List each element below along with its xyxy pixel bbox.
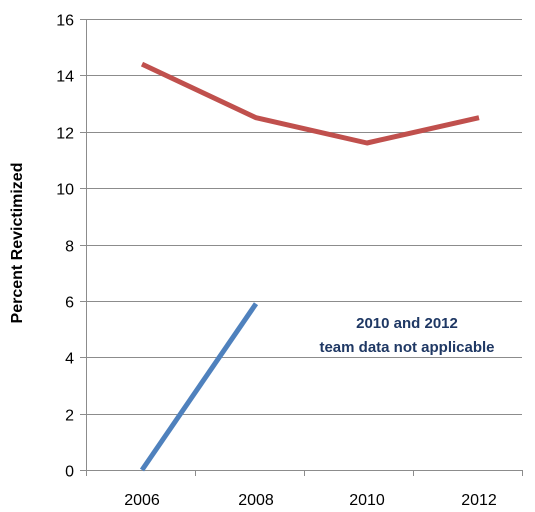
- y-tick-label: 8: [65, 239, 74, 256]
- y-tick-label: 4: [65, 351, 74, 368]
- x-tick-label: 2010: [349, 492, 385, 509]
- y-tick-labels: 0 2 4 6 8 10 12 14 16: [56, 13, 74, 481]
- y-tick-label: 0: [65, 464, 74, 481]
- annotations: 2010 and 2012 team data not applicable: [319, 315, 494, 356]
- gridlines: [86, 19, 522, 415]
- y-tick-label: 6: [65, 295, 74, 312]
- annotation-line-1: 2010 and 2012: [356, 315, 458, 332]
- y-tick-label: 14: [56, 69, 74, 86]
- series-line-1: [140, 61, 480, 146]
- axes: [80, 19, 523, 476]
- y-tick-label: 16: [56, 13, 74, 30]
- y-tick-label: 12: [56, 126, 74, 143]
- x-tick-label: 2012: [461, 492, 497, 509]
- y-tick-label: 2: [65, 408, 74, 425]
- x-tick-labels: 2006 2008 2010 2012: [124, 492, 497, 509]
- y-axis-label: Percent Revictimized: [9, 163, 26, 324]
- series-lines: [139, 61, 480, 472]
- x-tick-label: 2006: [124, 492, 160, 509]
- x-tick-label: 2008: [238, 492, 274, 509]
- annotation-line-2: team data not applicable: [319, 339, 494, 356]
- y-tick-label: 10: [56, 182, 74, 199]
- series-line-2: [139, 302, 259, 472]
